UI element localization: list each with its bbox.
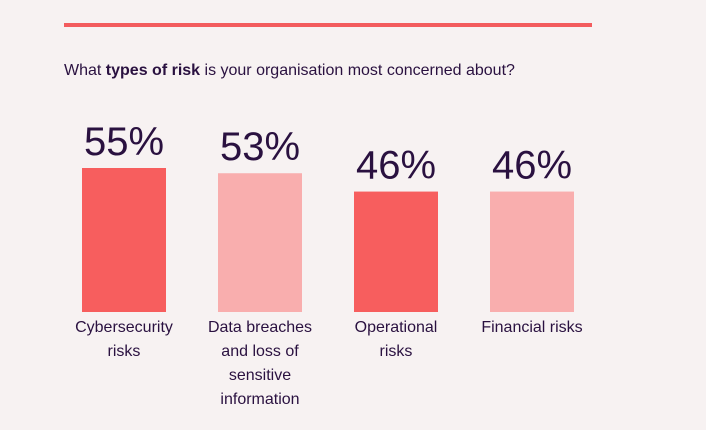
category-label-3: Financial risks bbox=[467, 316, 597, 340]
top-accent-rule bbox=[64, 23, 592, 27]
category-label-line: risks bbox=[107, 343, 141, 360]
category-label-line: Financial risks bbox=[481, 319, 583, 336]
category-label-line: sensitive bbox=[228, 367, 292, 384]
question-prefix: What bbox=[64, 62, 106, 79]
category-label-line: Data breaches bbox=[207, 319, 313, 336]
bar-2 bbox=[354, 191, 438, 312]
value-label-1: 53% bbox=[220, 125, 300, 169]
category-label-0: Cybersecurity risks bbox=[59, 316, 189, 364]
bar-1 bbox=[218, 173, 302, 312]
category-label-1: Data breaches and loss of sensitive informa… bbox=[195, 316, 325, 412]
category-label-line: risks bbox=[379, 343, 413, 360]
question-emphasis: types of risk bbox=[105, 62, 201, 79]
category-label-line: information bbox=[220, 391, 300, 408]
category-label-2: Operational risks bbox=[331, 316, 461, 364]
category-label-line: Operational bbox=[354, 319, 438, 336]
value-label-0: 55% bbox=[84, 120, 164, 164]
bar-3 bbox=[490, 191, 574, 312]
category-label-line: Cybersecurity bbox=[75, 319, 173, 336]
question-suffix: is your organisation most concerned abou… bbox=[200, 62, 515, 79]
value-label-2: 46% bbox=[356, 144, 436, 188]
chart-question: What types of risk is your organisation … bbox=[64, 61, 515, 81]
value-label-3: 46% bbox=[492, 144, 572, 188]
category-label-line: and loss of bbox=[221, 343, 299, 360]
bar-0 bbox=[82, 168, 166, 312]
